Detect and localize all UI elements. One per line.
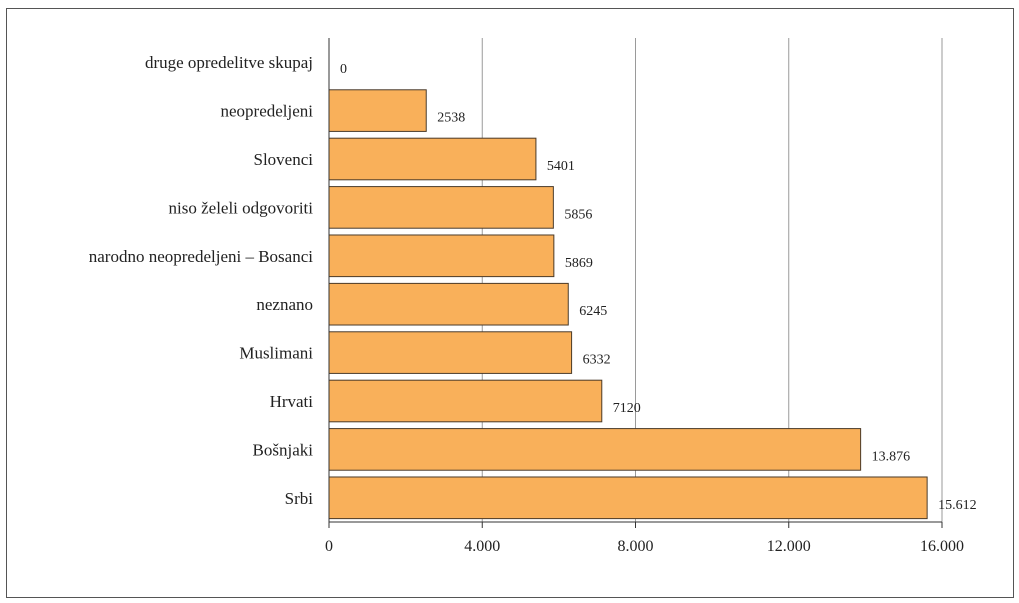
bars xyxy=(329,90,927,519)
data-label: 7120 xyxy=(613,401,641,416)
x-tick-label: 16.000 xyxy=(920,538,964,555)
data-label: 5869 xyxy=(565,256,593,271)
category-label: neznano xyxy=(256,295,313,314)
data-label: 5401 xyxy=(547,159,575,174)
x-tick-label: 12.000 xyxy=(767,538,811,555)
category-label: narodno neopredeljeni – Bosanci xyxy=(89,247,314,266)
category-label: Muslimani xyxy=(239,344,313,363)
bar xyxy=(329,235,554,277)
data-label: 5856 xyxy=(564,207,592,222)
data-label: 15.612 xyxy=(938,498,977,513)
category-label: Slovenci xyxy=(254,150,314,169)
x-tick-label: 4.000 xyxy=(464,538,500,555)
chart-frame: druge opredelitve skupaj neopredeljeni Slo… xyxy=(6,8,1014,598)
category-label: neopredeljeni xyxy=(220,102,313,121)
data-label: 6245 xyxy=(579,304,607,319)
category-label: Bošnjaki xyxy=(253,440,314,459)
x-tick-label: 0 xyxy=(325,538,333,555)
bar xyxy=(329,283,568,325)
x-tick-labels: 0 4.000 8.000 12.000 16.000 xyxy=(325,538,964,555)
data-label: 0 xyxy=(340,62,347,77)
bar xyxy=(329,332,572,374)
bar xyxy=(329,429,861,471)
bar xyxy=(329,90,426,132)
bar xyxy=(329,138,536,180)
data-label: 13.876 xyxy=(872,449,911,464)
category-label: Hrvati xyxy=(270,392,314,411)
bar xyxy=(329,380,602,422)
bar xyxy=(329,187,553,229)
bar-chart: druge opredelitve skupaj neopredeljeni Slo… xyxy=(7,9,1015,599)
data-label: 6332 xyxy=(583,353,611,368)
bar xyxy=(329,477,927,519)
x-tick-label: 8.000 xyxy=(618,538,654,555)
category-label: druge opredelitve skupaj xyxy=(145,53,313,72)
category-label: niso želeli odgovoriti xyxy=(169,198,314,217)
data-label: 2538 xyxy=(437,111,465,126)
category-labels: druge opredelitve skupaj neopredeljeni Slo… xyxy=(89,53,314,508)
category-label: Srbi xyxy=(285,489,314,508)
